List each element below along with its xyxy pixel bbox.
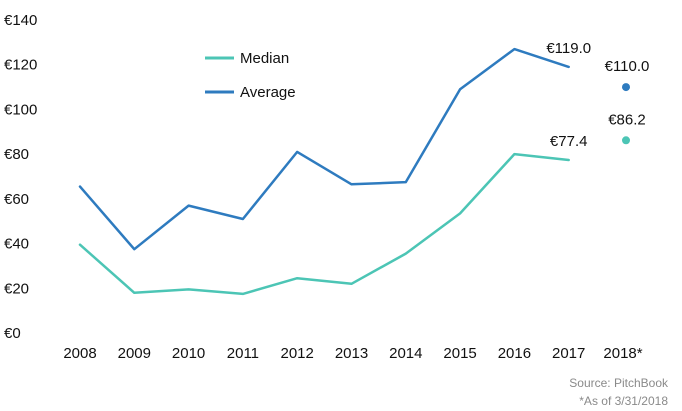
y-tick-label: €100 xyxy=(4,101,37,118)
x-tick-label: 2009 xyxy=(118,345,151,362)
x-tick-label: 2015 xyxy=(443,345,476,362)
median-2018-data-label: €86.2 xyxy=(608,111,646,128)
x-tick-label: 2011 xyxy=(227,345,259,362)
x-tick-label: 2018* xyxy=(603,345,642,362)
x-tick-label: 2017 xyxy=(552,345,585,362)
average-end-data-label: €119.0 xyxy=(546,40,591,57)
x-tick-label: 2013 xyxy=(335,345,368,362)
y-tick-label: €20 xyxy=(4,280,29,297)
source-note: Source: PitchBook xyxy=(569,376,668,390)
asof-note: *As of 3/31/2018 xyxy=(579,394,668,408)
x-tick-label: 2008 xyxy=(63,345,96,362)
y-tick-label: €40 xyxy=(4,236,29,253)
average-2018-data-label: €110.0 xyxy=(605,58,650,75)
y-tick-label: €120 xyxy=(4,57,37,74)
median-2018-point xyxy=(622,136,630,145)
average-series-line xyxy=(78,47,570,251)
x-tick-label: 2012 xyxy=(281,345,314,362)
x-tick-label: 2014 xyxy=(389,345,422,362)
x-tick-label: 2010 xyxy=(172,345,205,362)
median-end-data-label: €77.4 xyxy=(550,133,588,150)
y-tick-label: €60 xyxy=(4,191,29,208)
y-tick-label: €140 xyxy=(4,12,37,29)
average-2018-point xyxy=(622,83,630,92)
median-legend-label: Median xyxy=(240,50,289,67)
median-series-line xyxy=(78,152,570,296)
y-tick-label: €0 xyxy=(4,325,21,342)
y-tick-label: €80 xyxy=(4,146,29,163)
average-legend-label: Average xyxy=(240,84,296,101)
x-tick-label: 2016 xyxy=(498,345,531,362)
